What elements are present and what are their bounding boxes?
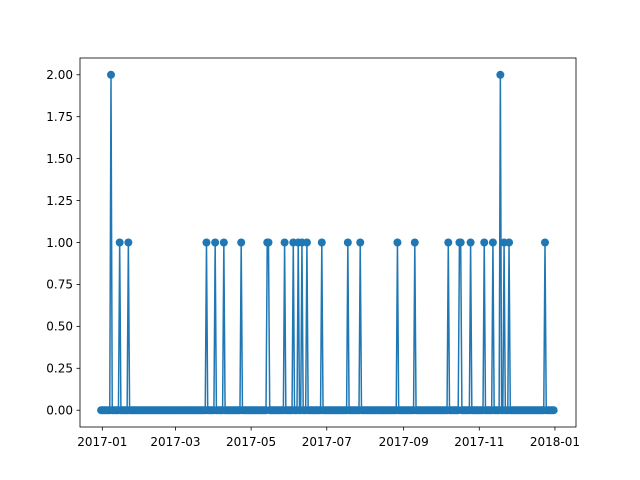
y-tick-label: 1.50 [46, 152, 73, 166]
data-point [356, 238, 365, 247]
y-tick-label: 0.00 [46, 404, 73, 418]
data-point [393, 238, 402, 247]
y-tick-label: 0.75 [46, 278, 73, 292]
series-layer [97, 70, 558, 415]
data-point [317, 238, 326, 247]
data-point [124, 238, 133, 247]
data-point [480, 238, 489, 247]
x-tick-label: 2017-07 [302, 435, 352, 449]
data-point [505, 238, 514, 247]
y-axis: 0.00 0.25 0.50 0.75 1.00 1.25 1.50 1.75 2.00 [46, 68, 80, 418]
data-point [280, 238, 289, 247]
data-point [496, 70, 505, 79]
data-point [410, 238, 419, 247]
data-point [541, 238, 549, 247]
x-axis: 2017-01 2017-03 2017-05 2017-07 2017-09 2017-… [77, 427, 580, 449]
data-point [466, 238, 475, 247]
data-point [237, 238, 246, 247]
data-point [115, 238, 124, 247]
data-point [302, 238, 311, 247]
data-point [264, 238, 273, 247]
x-tick-label: 2017-09 [379, 435, 429, 449]
data-point [107, 70, 115, 79]
x-tick-label: 2017-03 [150, 435, 200, 449]
data-point [444, 238, 453, 247]
x-tick-label: 2018-01 [530, 435, 580, 449]
data-point [202, 238, 211, 247]
data-point [549, 406, 558, 415]
data-point [488, 238, 497, 247]
y-tick-label: 1.00 [46, 236, 73, 250]
x-tick-label: 2017-05 [226, 435, 276, 449]
data-point [456, 238, 465, 247]
x-tick-label: 2017-01 [77, 435, 127, 449]
y-tick-label: 0.50 [46, 320, 73, 334]
y-tick-label: 1.75 [46, 110, 73, 124]
y-tick-label: 0.25 [46, 362, 73, 376]
x-tick-label: 2017-11 [454, 435, 504, 449]
y-tick-label: 2.00 [46, 68, 73, 82]
data-point [211, 238, 220, 247]
data-point [219, 238, 228, 247]
y-tick-label: 1.25 [46, 194, 73, 208]
data-point [343, 238, 352, 247]
